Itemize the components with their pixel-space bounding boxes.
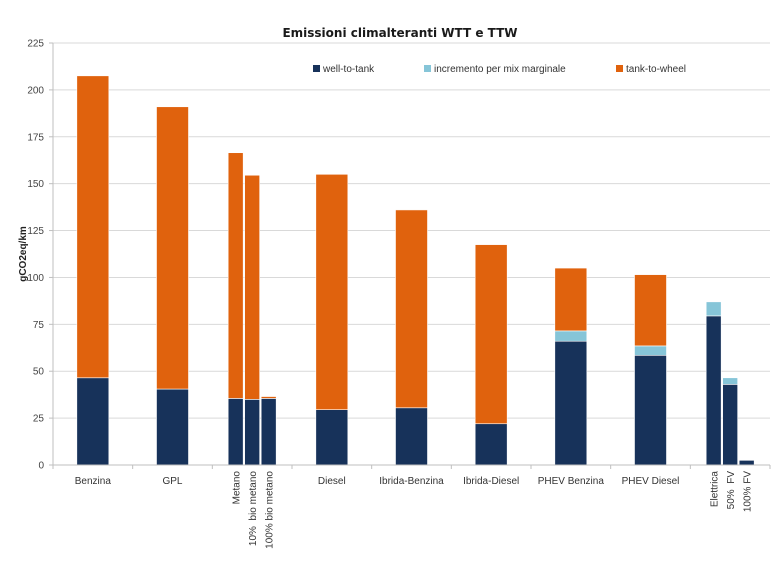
bar-segment-well-to-tank [634,354,667,466]
bar-segment-well-to-tank [554,340,588,466]
bar-segment-well-to-tank [76,377,110,466]
bar-stack [705,301,722,466]
bar-segment-well-to-tank [395,407,428,466]
bar-segment-tank-to-wheel [474,244,508,425]
y-tick-label: 50 [33,367,45,378]
bar-segment-well-to-tank [474,423,508,466]
bar-segment-well-to-tank [315,409,349,466]
bar-stack [395,209,428,466]
bar-segment-tank-to-wheel [244,174,260,400]
legend-item: well-to-tank [313,64,375,75]
y-axis-ticks: 0 25 50 75 100 125 150 175 200 225 [27,39,53,472]
y-tick-label: 75 [33,320,45,331]
legend-label: incremento per mix marginale [434,64,566,75]
bar-segment-well-to-tank [227,398,244,466]
bar-segment-tank-to-wheel [634,274,667,347]
x-axis-label: GPL [162,476,182,487]
bar-segment-well-to-tank [260,398,277,466]
legend-item: incremento per mix marginale [424,64,566,75]
bar-stack [244,174,260,466]
x-axis-labels: Benzina GPL Metano 10% bio metano 100% bio m… [75,471,754,549]
bar-segment-well-to-tank [738,460,755,466]
bar-stack [260,396,277,466]
legend-swatch [313,65,320,72]
x-axis-label: Ibrida-Benzina [379,476,444,487]
x-axis-label: Ibrida-Diesel [463,476,519,487]
x-axis-label: Elettrica [710,471,721,508]
bar-segment-incremento-per-mix-marginale [554,330,588,342]
x-axis-label: 100% FV [743,471,754,512]
x-axis-label: Metano [232,471,243,505]
bar-segment-tank-to-wheel [156,106,189,390]
y-tick-label: 225 [27,39,44,50]
legend-item: tank-to-wheel [616,64,686,75]
axes [52,43,771,469]
bar-stack [76,75,110,466]
bar-segment-well-to-tank [244,399,260,466]
y-axis-label: gCO2eq/km [18,226,29,282]
bar-segment-well-to-tank [722,384,738,466]
bar-stack [722,377,738,466]
bar-stack [554,267,588,466]
x-axis-label: 10% bio metano [248,471,259,546]
legend: well-to-tank incremento per mix marginale… [313,64,686,75]
y-tick-label: 25 [33,414,45,425]
bar-segment-incremento-per-mix-marginale [705,301,722,317]
x-axis-label: PHEV Diesel [622,476,680,487]
y-tick-label: 175 [27,132,44,143]
x-axis-label: 50% FV [726,471,737,510]
legend-label: tank-to-wheel [626,64,686,75]
legend-label: well-to-tank [322,64,375,75]
bar-segment-tank-to-wheel [395,209,428,409]
y-tick-label: 100 [27,273,44,284]
bar-segment-tank-to-wheel [315,173,349,410]
bar-stack [156,106,189,466]
bar-segment-tank-to-wheel [227,152,244,399]
bar-segment-tank-to-wheel [260,396,277,399]
bar-stack [738,460,755,466]
bar-segment-tank-to-wheel [76,75,110,379]
bar-segment-tank-to-wheel [554,267,588,332]
bar-segment-incremento-per-mix-marginale [722,377,738,385]
bar-segment-incremento-per-mix-marginale [634,345,667,356]
legend-swatch [616,65,623,72]
y-tick-label: 0 [38,461,44,472]
y-tick-label: 125 [27,226,44,237]
x-axis-label: Diesel [318,476,346,487]
legend-swatch [424,65,431,72]
x-axis-label: PHEV Benzina [538,476,605,487]
x-axis-label: Benzina [75,476,112,487]
bar-stack [634,274,667,466]
bar-segment-well-to-tank [156,388,189,466]
bars [76,75,755,466]
y-tick-label: 200 [27,85,44,96]
chart-title: Emissioni climalteranti WTT e TTW [282,26,517,40]
bar-stack [227,152,244,466]
bar-stack [474,244,508,466]
x-axis-label: 100% bio metano [265,471,276,549]
y-tick-label: 150 [27,179,44,190]
bar-segment-well-to-tank [705,315,722,466]
bar-stack [315,173,349,466]
